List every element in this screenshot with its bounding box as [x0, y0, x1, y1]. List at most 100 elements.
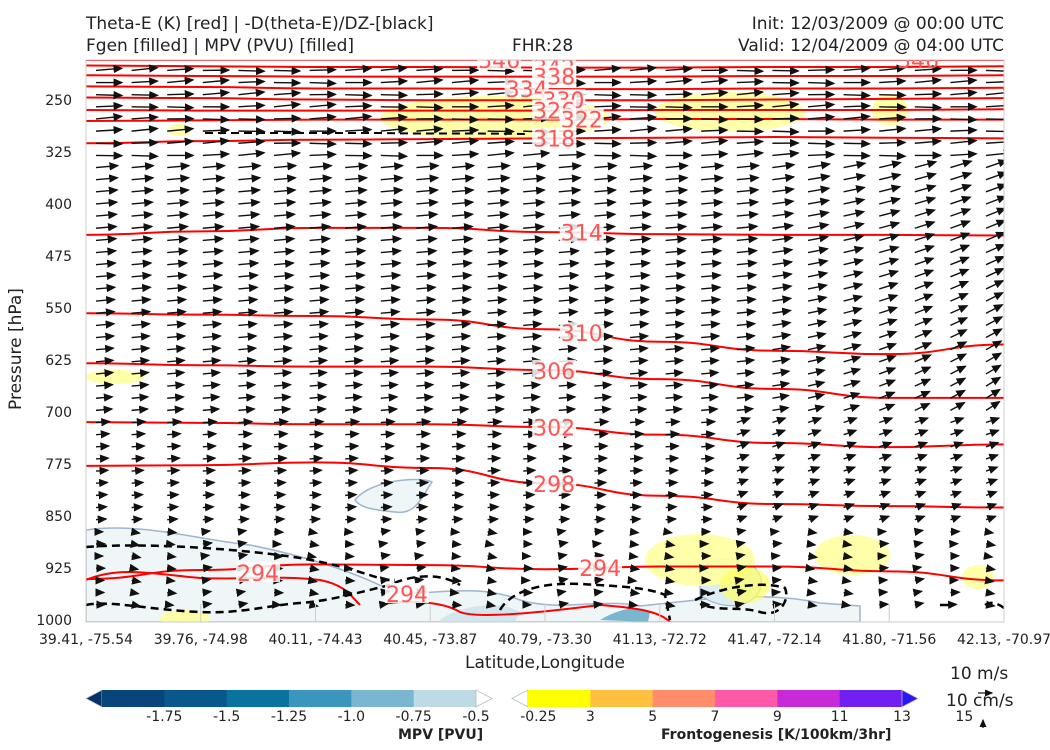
wind-vector — [843, 588, 854, 597]
wind-vector — [843, 343, 862, 352]
wind-vector — [914, 208, 936, 217]
wind-vector — [807, 294, 828, 304]
wind-vector — [95, 454, 110, 463]
wind-vector — [985, 490, 998, 499]
wind-vector — [736, 259, 758, 268]
wind-vector — [950, 115, 978, 124]
wind-vector — [131, 259, 153, 268]
wind-vector — [557, 552, 568, 561]
wind-vector — [914, 600, 925, 609]
wind-vector — [665, 600, 676, 609]
wind-vector — [842, 539, 853, 548]
wind-vector — [167, 186, 190, 195]
wind-vector — [629, 442, 645, 451]
wind-vector — [878, 441, 893, 450]
wind-vector — [131, 393, 150, 402]
wind-vector — [167, 332, 187, 341]
wind-vector — [345, 271, 366, 281]
wind-vector — [523, 174, 547, 183]
wind-vector — [950, 183, 973, 193]
wind-vector — [736, 101, 765, 110]
wind-vector — [985, 539, 997, 549]
wind-vector — [131, 235, 154, 244]
colorbar-segment — [164, 690, 228, 707]
wind-vector — [950, 515, 962, 524]
wind-vector — [487, 344, 507, 354]
wind-vector — [309, 113, 337, 122]
wind-vector — [273, 515, 286, 524]
wind-vector — [345, 125, 373, 135]
wind-vector — [416, 76, 444, 85]
wind-vector — [167, 223, 189, 232]
wind-vector — [273, 89, 302, 98]
wind-vector — [131, 576, 142, 585]
wind-vector — [772, 380, 791, 389]
wind-vector — [807, 343, 827, 352]
wind-vector — [878, 391, 896, 400]
wind-vector — [701, 198, 724, 208]
wind-vector — [914, 576, 926, 585]
wind-vector — [273, 405, 292, 414]
wind-vector — [523, 198, 546, 208]
wind-vector — [414, 576, 425, 585]
wind-vector — [416, 296, 437, 305]
wind-vector — [95, 247, 118, 256]
wind-vector — [736, 186, 760, 195]
wind-vector — [771, 576, 782, 585]
wind-vector — [985, 465, 999, 474]
wind-vector — [238, 235, 260, 244]
wind-vector — [950, 268, 970, 278]
wind-vector — [238, 77, 266, 87]
wind-vector — [523, 466, 537, 476]
wind-vector — [807, 416, 823, 425]
wind-vector — [416, 103, 444, 112]
wind-vector — [167, 527, 178, 537]
wind-vector — [594, 454, 609, 463]
wind-vector — [843, 209, 866, 218]
wind-vector — [273, 296, 295, 305]
wind-vector — [772, 319, 792, 329]
wind-vector — [238, 210, 261, 220]
wind-vector — [629, 113, 658, 122]
wind-vector — [523, 344, 543, 354]
wind-vector — [701, 356, 720, 366]
wind-vector — [914, 366, 932, 375]
wind-vector — [807, 429, 822, 438]
wind-vector — [772, 234, 794, 243]
wind-vector — [701, 466, 715, 476]
wind-vector — [238, 356, 257, 366]
wind-vector — [167, 308, 187, 317]
wind-vector — [558, 162, 583, 171]
wind-vector — [807, 246, 829, 255]
wind-vector — [238, 101, 266, 110]
wind-vector — [950, 429, 965, 438]
wind-vector — [914, 220, 936, 229]
wind-vector — [345, 139, 373, 148]
x-tick-label: 41.80, -71.56 — [842, 632, 937, 648]
wind-vector — [95, 491, 109, 500]
wind-vector — [772, 283, 793, 292]
wind-vector — [273, 430, 289, 439]
wind-vector — [734, 600, 745, 610]
wind-vector — [629, 466, 644, 476]
wind-vector — [879, 113, 907, 122]
wind-vector — [879, 64, 907, 73]
wind-vector — [807, 355, 827, 364]
wind-vector — [309, 210, 332, 220]
wind-vector — [345, 283, 366, 293]
wind-vector — [771, 588, 782, 597]
colorbar-tick-label: 5 — [648, 709, 658, 725]
wind-vector — [380, 503, 393, 512]
wind-vector — [701, 162, 725, 171]
wind-vector — [701, 174, 725, 183]
y-tick-label: 550 — [45, 300, 72, 317]
wind-vector — [662, 527, 674, 536]
wind-vector — [237, 527, 248, 537]
wind-vector — [950, 137, 978, 146]
wind-vector — [345, 466, 359, 476]
wind-vector — [380, 77, 409, 86]
wind-vector — [202, 283, 224, 293]
wind-vector — [309, 162, 333, 171]
wind-vector — [131, 405, 150, 414]
